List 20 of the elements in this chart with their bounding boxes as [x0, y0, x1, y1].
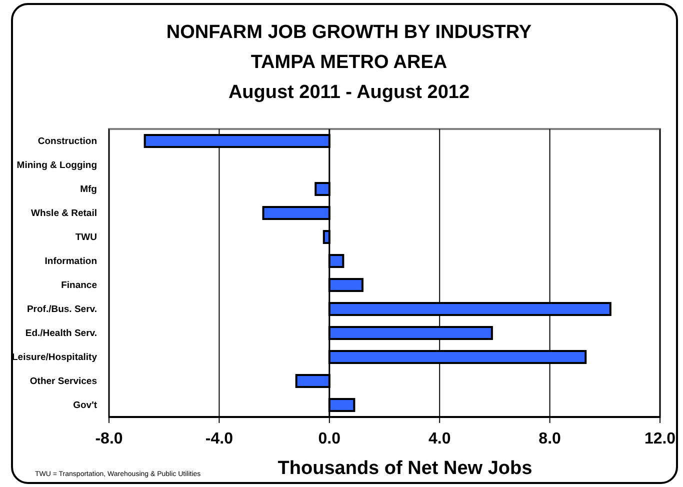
- x-tick-label: 4.0: [428, 430, 451, 448]
- y-tick-label: Finance: [61, 280, 97, 292]
- y-tick-label: Ed./Health Serv.: [25, 328, 97, 340]
- x-tick-label: -4.0: [205, 430, 234, 448]
- y-tick-label: Other Services: [30, 376, 97, 388]
- y-tick-label: Construction: [38, 136, 98, 148]
- chart-title: NONFARM JOB GROWTH BY INDUSTRY TAMPA METRO AREA August 2011 - August 2012: [166, 22, 532, 103]
- y-tick-label: TWU: [75, 232, 98, 244]
- y-tick-label: Information: [44, 256, 98, 268]
- y-tick-label: Whsle & Retail: [31, 208, 97, 220]
- x-tick-label: 8.0: [538, 430, 562, 448]
- x-tick-label: 12.0: [644, 430, 676, 448]
- y-tick-label: Gov't: [73, 400, 98, 412]
- y-tick-label: Mfg: [80, 184, 98, 196]
- y-tick-label: Prof./Bus. Serv.: [26, 304, 97, 316]
- x-tick-label: 0.0: [318, 430, 341, 448]
- x-axis-title: Thousands of Net New Jobs: [278, 458, 532, 479]
- y-tick-label: Mining & Logging: [16, 160, 98, 172]
- x-tick-label: -8.0: [95, 430, 123, 448]
- y-tick-label: Leisure/Hospitality: [12, 352, 98, 364]
